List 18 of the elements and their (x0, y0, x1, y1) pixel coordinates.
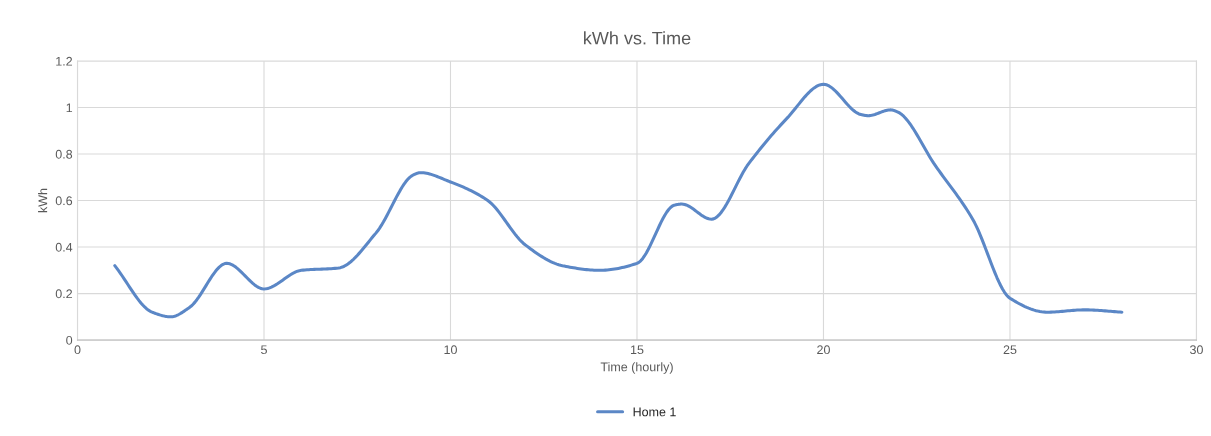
y-tick-label: 1 (66, 103, 73, 113)
legend-label: Home 1 (633, 407, 676, 417)
y-tick-label: 0.2 (55, 289, 73, 299)
x-tick-label: 20 (817, 345, 830, 355)
x-tick-label: 15 (630, 345, 644, 355)
x-tick-label: 30 (1189, 345, 1203, 355)
x-axis-title: Time (hourly) (600, 362, 673, 374)
y-tick-label: 0.4 (55, 242, 73, 252)
y-tick-label: 0.8 (55, 149, 73, 159)
x-tick-label: 0 (74, 345, 81, 355)
x-tick-label: 10 (444, 345, 457, 355)
x-tick-label: 5 (261, 345, 267, 355)
y-tick-label: 0.6 (55, 196, 73, 206)
y-axis-title: kWh (38, 188, 48, 213)
x-tick-label: 25 (1003, 345, 1017, 355)
y-tick-label: 0 (66, 335, 73, 345)
chart-title: kWh vs. Time (584, 31, 691, 45)
y-tick-label: 1.2 (56, 56, 73, 66)
